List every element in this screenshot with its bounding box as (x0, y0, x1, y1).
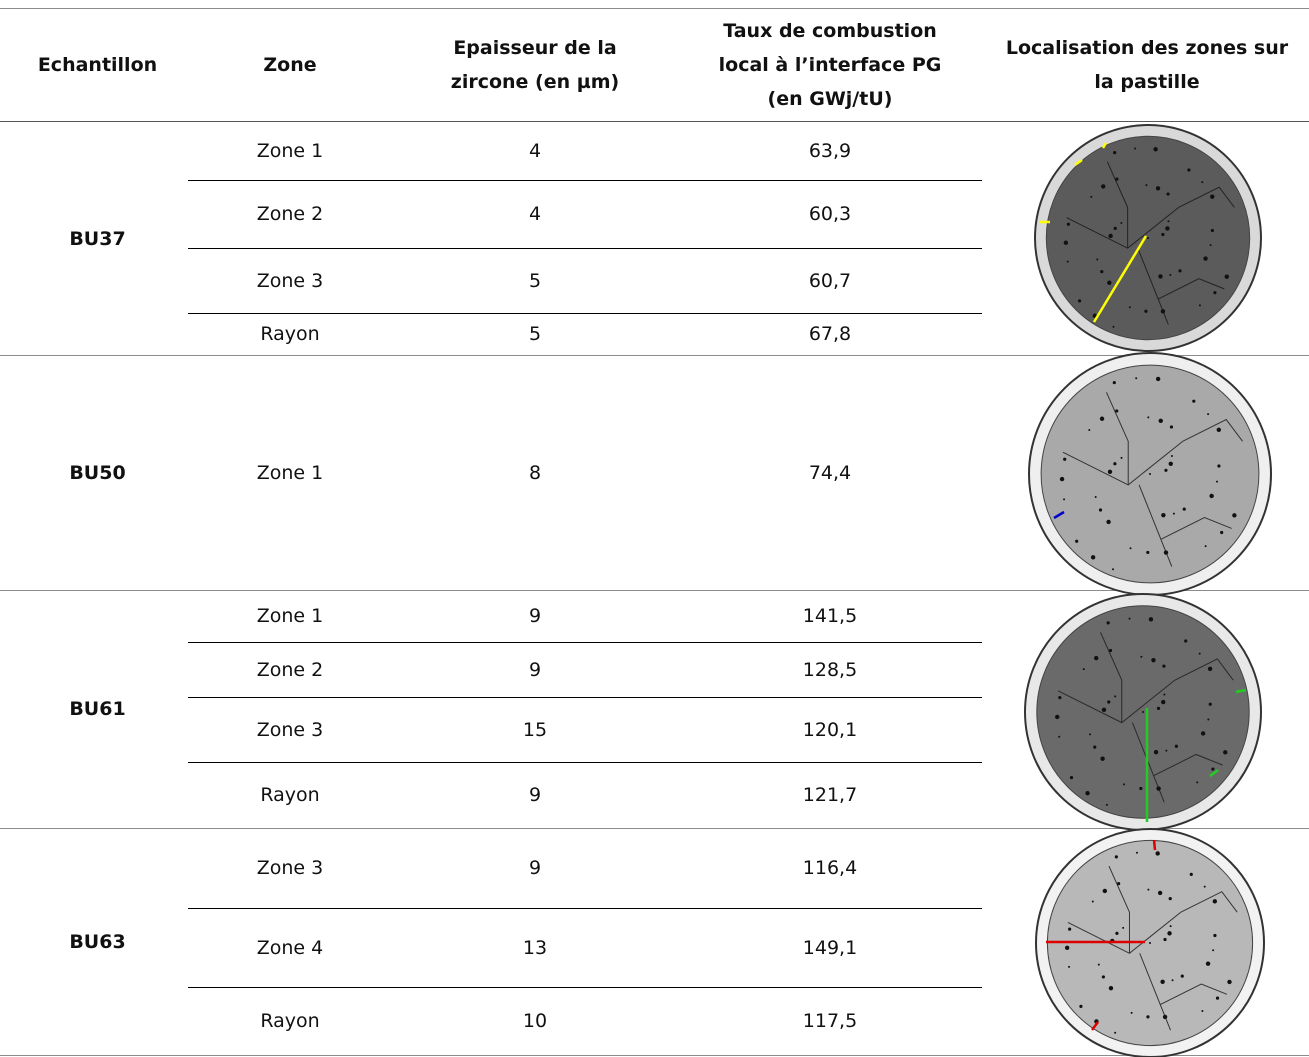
rule (0, 1055, 1309, 1056)
rule (188, 642, 982, 643)
zone-cell: Rayon (260, 784, 320, 806)
thickness-cell: 8 (528, 461, 542, 484)
thickness-cell: 9 (528, 658, 542, 681)
zone-cell: Zone 4 (256, 936, 324, 959)
thickness-cell: 4 (528, 140, 542, 162)
zone-cell: Rayon (260, 323, 320, 345)
pellet-image (1028, 352, 1272, 596)
sample-label: BU63 (69, 930, 126, 953)
thickness-cell: 5 (528, 323, 542, 345)
thickness-cell: 10 (522, 1010, 548, 1032)
header-cell: Localisation des zones sur la pastille (1005, 37, 1289, 93)
rule (0, 828, 1309, 829)
sample-label: BU50 (69, 461, 126, 484)
pellet-image (1034, 124, 1262, 352)
thickness-cell: 9 (528, 784, 542, 806)
rule (0, 8, 1309, 9)
pellet-image (1024, 593, 1262, 831)
burnup-cell: 149,1 (802, 936, 858, 959)
rule (0, 121, 1309, 122)
pellet-image (1035, 828, 1265, 1057)
header-cell: Epaisseur de la zircone (en µm) (450, 37, 620, 93)
burnup-cell: 117,5 (802, 1010, 858, 1032)
burnup-cell: 67,8 (808, 323, 852, 345)
rule (188, 762, 982, 763)
rule (188, 248, 982, 249)
sample-label: BU37 (69, 227, 126, 250)
header-cell: Zone (263, 54, 317, 76)
burnup-cell: 121,7 (802, 784, 858, 806)
burnup-cell: 116,4 (802, 857, 858, 879)
burnup-cell: 60,3 (808, 203, 852, 225)
rule (188, 908, 982, 909)
zone-cell: Zone 3 (256, 269, 324, 292)
zone-cell: Rayon (260, 1010, 320, 1032)
burnup-cell: 128,5 (802, 658, 858, 681)
zone-cell: Zone 3 (256, 857, 324, 879)
header-cell: Echantillon (37, 54, 158, 76)
header-cell: Taux de combustion local à l’interface P… (718, 20, 942, 110)
zone-cell: Zone 3 (256, 718, 324, 741)
rule (188, 313, 982, 314)
thickness-cell: 9 (528, 605, 542, 627)
burnup-cell: 120,1 (802, 718, 858, 741)
burnup-cell: 60,7 (808, 269, 852, 292)
burnup-cell: 74,4 (808, 461, 852, 484)
zone-cell: Zone 1 (256, 140, 324, 162)
thickness-cell: 4 (528, 203, 542, 225)
thickness-cell: 5 (528, 269, 542, 292)
rule (0, 355, 1309, 356)
burnup-cell: 141,5 (802, 605, 858, 627)
sample-label: BU61 (69, 698, 126, 720)
rule (0, 590, 1309, 591)
zone-cell: Zone 1 (256, 461, 324, 484)
rule (188, 987, 982, 988)
rule (188, 697, 982, 698)
burnup-cell: 63,9 (808, 140, 852, 162)
zone-cell: Zone 1 (256, 605, 324, 627)
thickness-cell: 13 (522, 936, 548, 959)
rule (188, 180, 982, 181)
zone-cell: Zone 2 (256, 658, 324, 681)
zone-cell: Zone 2 (256, 203, 324, 225)
thickness-cell: 9 (528, 857, 542, 879)
thickness-cell: 15 (522, 718, 548, 741)
